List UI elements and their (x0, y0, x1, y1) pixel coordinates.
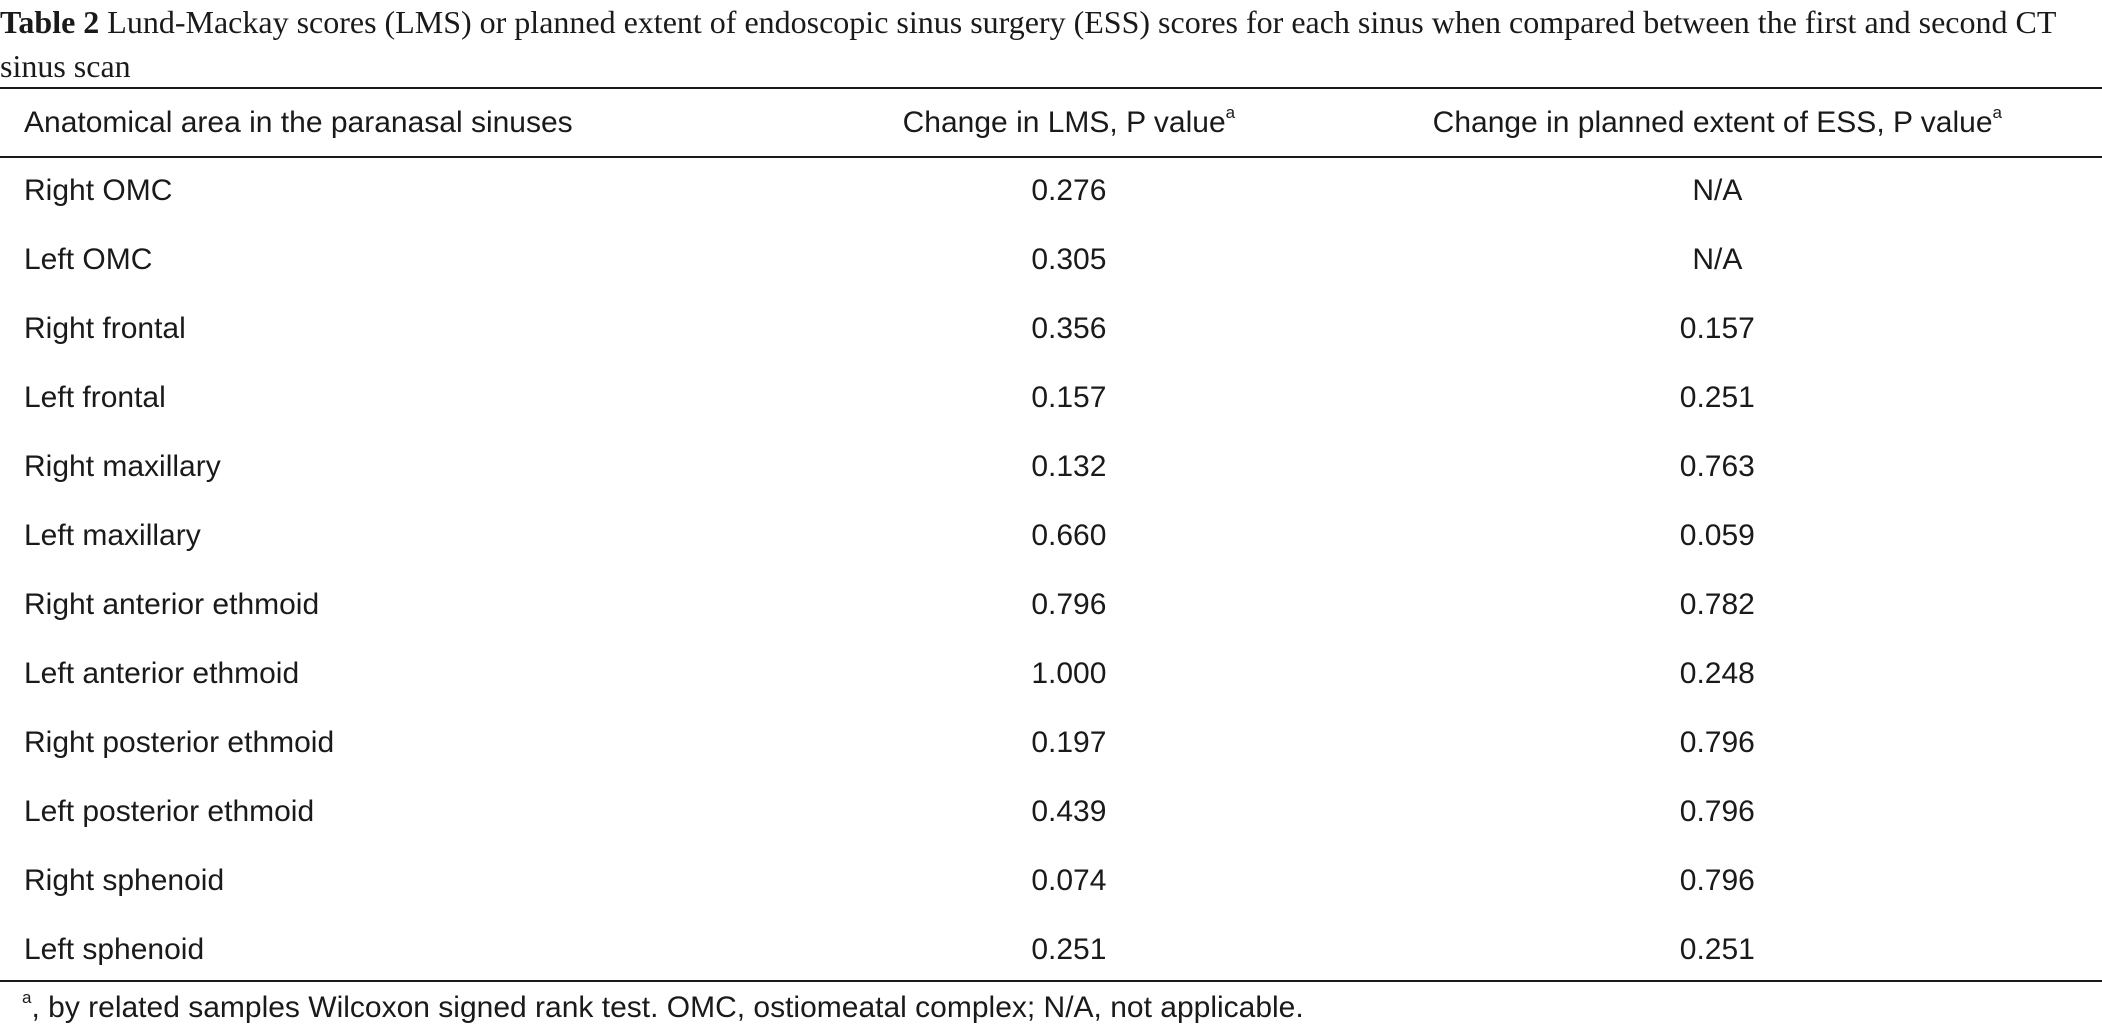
cell-area: Right anterior ethmoid (24, 587, 320, 621)
header-lms-change-text: Change in LMS, P value (902, 105, 1226, 139)
table-row: Left maxillary 0.660 0.059 (0, 501, 2102, 570)
cell-area: Left sphenoid (24, 932, 205, 966)
table-caption-text: Lund-Mackay scores (LMS) or planned exte… (0, 4, 2056, 84)
cell-area: Right frontal (24, 311, 186, 345)
table-footnote: a, by related samples Wilcoxon signed ra… (22, 988, 1304, 1028)
header-lms-footnote-marker: a (1225, 102, 1236, 122)
header-anatomical-area-text: Anatomical area in the paranasal sinuses (24, 105, 573, 139)
cell-area: Right posterior ethmoid (24, 725, 335, 759)
table-header-rule (0, 156, 2102, 158)
cell-ess: 0.796 (1679, 863, 1755, 897)
cell-area: Left maxillary (24, 518, 201, 552)
cell-ess: 0.796 (1679, 725, 1755, 759)
cell-lms: 0.074 (1031, 863, 1107, 897)
cell-lms: 0.276 (1031, 173, 1107, 207)
cell-lms: 1.000 (1031, 656, 1107, 690)
cell-ess: N/A (1692, 173, 1743, 207)
table-row: Left posterior ethmoid 0.439 0.796 (0, 777, 2102, 846)
table-row: Right anterior ethmoid 0.796 0.782 (0, 570, 2102, 639)
cell-ess: N/A (1692, 242, 1743, 276)
table-top-rule (0, 87, 2102, 89)
table-row: Left anterior ethmoid 1.000 0.248 (0, 639, 2102, 708)
cell-ess: 0.796 (1679, 794, 1755, 828)
cell-ess: 0.248 (1679, 656, 1755, 690)
table-row: Left sphenoid 0.251 0.251 (0, 915, 2102, 984)
results-table: Anatomical area in the paranasal sinuses… (0, 89, 2102, 984)
cell-ess: 0.059 (1679, 518, 1755, 552)
cell-ess: 0.251 (1679, 380, 1755, 414)
cell-lms: 0.305 (1031, 242, 1107, 276)
table-row: Right sphenoid 0.074 0.796 (0, 846, 2102, 915)
cell-ess: 0.763 (1679, 449, 1755, 483)
cell-area: Right OMC (24, 173, 173, 207)
table-caption: Table 2 Lund-Mackay scores (LMS) or plan… (0, 0, 2102, 88)
table-body: Right OMC 0.276 N/A Left OMC 0.305 N/A R… (0, 156, 2102, 984)
cell-lms: 0.439 (1031, 794, 1107, 828)
table-row: Right maxillary 0.132 0.763 (0, 432, 2102, 501)
footnote-marker: a (22, 988, 32, 1007)
cell-lms: 0.356 (1031, 311, 1107, 345)
cell-area: Left posterior ethmoid (24, 794, 315, 828)
cell-area: Left OMC (24, 242, 153, 276)
table-row: Right posterior ethmoid 0.197 0.796 (0, 708, 2102, 777)
cell-area: Left anterior ethmoid (24, 656, 300, 690)
cell-lms: 0.132 (1031, 449, 1107, 483)
header-lms-change: Change in LMS, P valuea (805, 89, 1333, 156)
table-row: Left frontal 0.157 0.251 (0, 363, 2102, 432)
table-row: Right frontal 0.356 0.157 (0, 294, 2102, 363)
header-ess-change-text: Change in planned extent of ESS, P value (1432, 105, 1993, 139)
cell-lms: 0.660 (1031, 518, 1107, 552)
cell-ess: 0.251 (1679, 932, 1755, 966)
table-caption-label: Table 2 (0, 4, 100, 40)
cell-ess: 0.782 (1679, 587, 1755, 621)
cell-lms: 0.796 (1031, 587, 1107, 621)
footnote-text: , by related samples Wilcoxon signed ran… (31, 991, 1304, 1024)
header-anatomical-area: Anatomical area in the paranasal sinuses (0, 89, 805, 156)
header-ess-change: Change in planned extent of ESS, P value… (1333, 89, 2102, 156)
table-row: Left OMC 0.305 N/A (0, 225, 2102, 294)
table-header-row: Anatomical area in the paranasal sinuses… (0, 89, 2102, 156)
header-ess-footnote-marker: a (1992, 102, 2002, 122)
cell-ess: 0.157 (1679, 311, 1755, 345)
cell-area: Left frontal (24, 380, 166, 414)
table-row: Right OMC 0.276 N/A (0, 156, 2102, 225)
cell-lms: 0.251 (1031, 932, 1107, 966)
cell-area: Right sphenoid (24, 863, 225, 897)
cell-lms: 0.157 (1031, 380, 1107, 414)
cell-area: Right maxillary (24, 449, 221, 483)
cell-lms: 0.197 (1031, 725, 1107, 759)
table-bottom-rule (0, 980, 2102, 982)
